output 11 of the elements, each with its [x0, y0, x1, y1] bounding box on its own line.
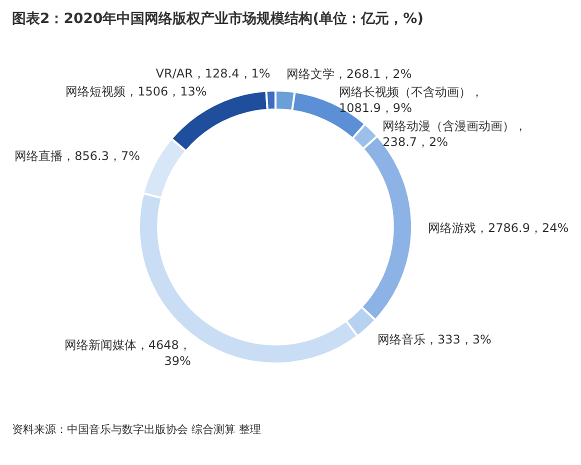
slice-label: 网络长视频（不含动画），1081.9，9%: [338, 85, 483, 116]
slice-label: 网络短视频，1506，13%: [66, 84, 207, 99]
slice-label: VR/AR，128.4，1%: [156, 66, 270, 81]
slice-label: 网络文学，268.1，2%: [286, 67, 412, 82]
slice-label: 网络音乐，333，3%: [378, 332, 492, 346]
slice-label: 网络新闻媒体，4648，39%: [64, 338, 191, 368]
slice-label: 网络游戏，2786.9，24%: [428, 220, 569, 235]
slice-label: 网络动漫（含漫画动画），238.7，2%: [382, 119, 527, 150]
chart-title: 图表2：2020年中国网络版权产业市场规模结构(单位：亿元，%): [11, 10, 425, 29]
slice-label: 网络直播，856.3，7%: [14, 149, 140, 164]
text: 资料来源：中国音乐与数字出版协会 综合测算 整理: [11, 422, 262, 437]
